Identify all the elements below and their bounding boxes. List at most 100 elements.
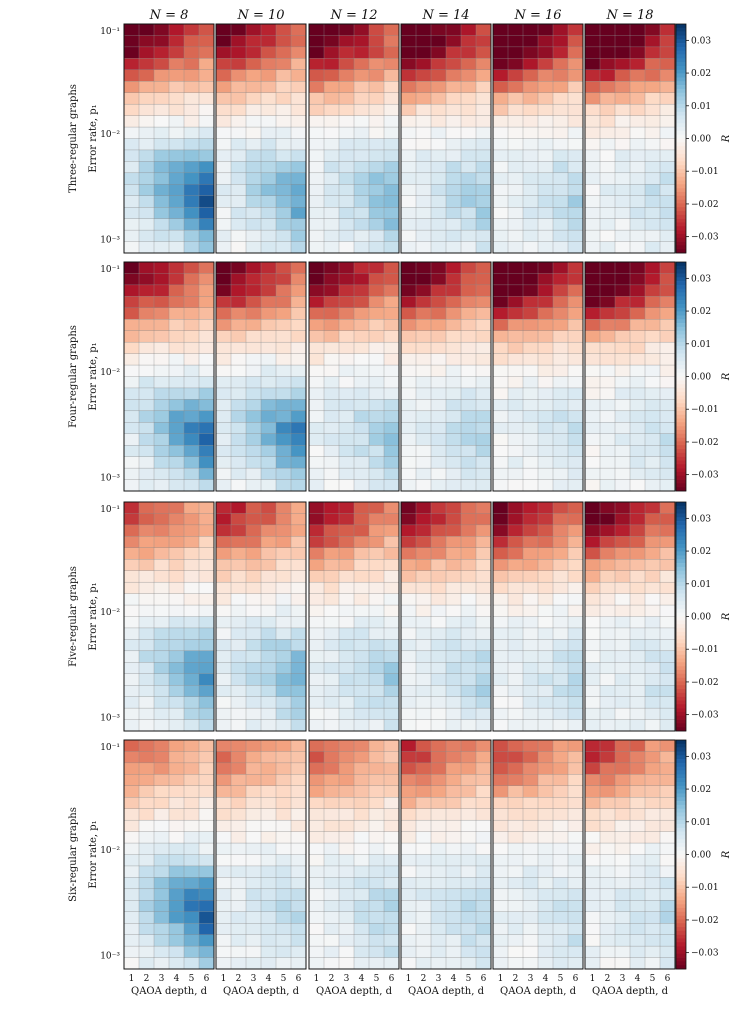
heatmap-cell (153, 184, 170, 197)
heatmap-cell (599, 627, 616, 640)
heatmap-cell (260, 559, 277, 572)
heatmap-cell (415, 581, 432, 594)
heatmap-cell (383, 364, 400, 377)
heatmap-cell (275, 46, 292, 59)
heatmap-cell (522, 195, 539, 208)
heatmap-cell (353, 842, 370, 855)
heatmap-cell (567, 957, 584, 970)
heatmap-cell (537, 422, 554, 435)
heatmap-cell (338, 330, 355, 343)
heatmap-cell (567, 888, 584, 901)
heatmap-cell (644, 207, 661, 220)
heatmap-cell (492, 399, 509, 412)
heatmap-cell (308, 604, 325, 617)
x-tick-label: 3 (620, 974, 626, 984)
heatmap-cell (383, 945, 400, 958)
heatmap-cell (599, 685, 616, 698)
heatmap-cell (123, 751, 140, 764)
heatmap-cell (552, 456, 569, 469)
heatmap-cell (383, 662, 400, 675)
heatmap-cell (644, 341, 661, 354)
x-tick-label: 5 (466, 974, 472, 984)
heatmap-cell (552, 207, 569, 220)
heatmap-cell (168, 284, 185, 297)
heatmap-cell (629, 559, 646, 572)
colorbar-segment (676, 349, 686, 354)
heatmap-cell (599, 581, 616, 594)
heatmap-cell (353, 307, 370, 320)
heatmap-cell (400, 399, 417, 412)
colorbar-segment (676, 831, 686, 836)
heatmap-cell (445, 341, 462, 354)
heatmap-cell (123, 58, 140, 71)
heatmap-cell (308, 307, 325, 320)
heatmap-cell (290, 376, 307, 389)
heatmap-cell (522, 46, 539, 59)
heatmap-cell (138, 842, 155, 855)
heatmap-cell (430, 501, 447, 514)
colorbar-segment (676, 241, 686, 246)
heatmap-cell (323, 46, 340, 59)
heatmap-cell (537, 58, 554, 71)
heatmap-cell (215, 739, 232, 752)
heatmap-cell (584, 536, 601, 549)
heatmap-cell (400, 593, 417, 606)
heatmap-cell (215, 911, 232, 924)
heatmap-cell (198, 831, 215, 844)
heatmap-cell (230, 831, 247, 844)
colorbar-segment (676, 740, 686, 745)
heatmap-cell (475, 719, 492, 732)
heatmap-cell (183, 81, 200, 94)
heatmap-cell (599, 376, 616, 389)
heatmap-cell (614, 81, 631, 94)
heatmap-cell (507, 161, 524, 174)
y-axis-label: Error rate, p₁ (88, 820, 99, 888)
heatmap-cell (659, 241, 676, 254)
column-title-n16: N = 16 (513, 8, 561, 23)
heatmap-cell (198, 854, 215, 867)
heatmap-cell (260, 842, 277, 855)
heatmap-cell (215, 685, 232, 698)
heatmap-cell (644, 172, 661, 185)
heatmap-cell (260, 229, 277, 242)
heatmap-cell (198, 797, 215, 810)
heatmap-cell (260, 808, 277, 821)
heatmap-cell (383, 218, 400, 231)
heatmap-cell (275, 673, 292, 686)
heatmap-cell (153, 762, 170, 775)
heatmap-cell (353, 319, 370, 332)
heatmap-cell (198, 58, 215, 71)
heatmap-cell (507, 751, 524, 764)
heatmap-cell (368, 319, 385, 332)
heatmap-cell (383, 593, 400, 606)
heatmap-cell (445, 536, 462, 549)
heatmap-cell (552, 296, 569, 309)
heatmap-cell (153, 536, 170, 549)
heatmap-cell (168, 467, 185, 480)
heatmap-cell (522, 184, 539, 197)
heatmap-cell (260, 467, 277, 480)
heatmap-cell (614, 501, 631, 514)
heatmap-cell (245, 422, 262, 435)
heatmap-cell (153, 23, 170, 36)
heatmap-cell (323, 284, 340, 297)
heatmap-cell (198, 23, 215, 36)
heatmap-cell (460, 739, 477, 752)
heatmap-cell (215, 387, 232, 400)
colorbar-segment (676, 92, 686, 97)
heatmap-cell (215, 888, 232, 901)
colorbar-segment (676, 555, 686, 560)
heatmap-cell (400, 261, 417, 274)
heatmap-cell (567, 501, 584, 514)
heatmap-cell (614, 774, 631, 787)
heatmap-cell (629, 762, 646, 775)
heatmap-cell (522, 115, 539, 128)
y-tick-label: 10⁻² (100, 846, 120, 856)
colorbar-tick-label: 0.03 (691, 36, 711, 46)
heatmap-cell (584, 467, 601, 480)
heatmap-cell (584, 330, 601, 343)
heatmap-cell (353, 593, 370, 606)
heatmap-cell (138, 103, 155, 116)
heatmap-cell (475, 751, 492, 764)
heatmap-cell (552, 138, 569, 151)
